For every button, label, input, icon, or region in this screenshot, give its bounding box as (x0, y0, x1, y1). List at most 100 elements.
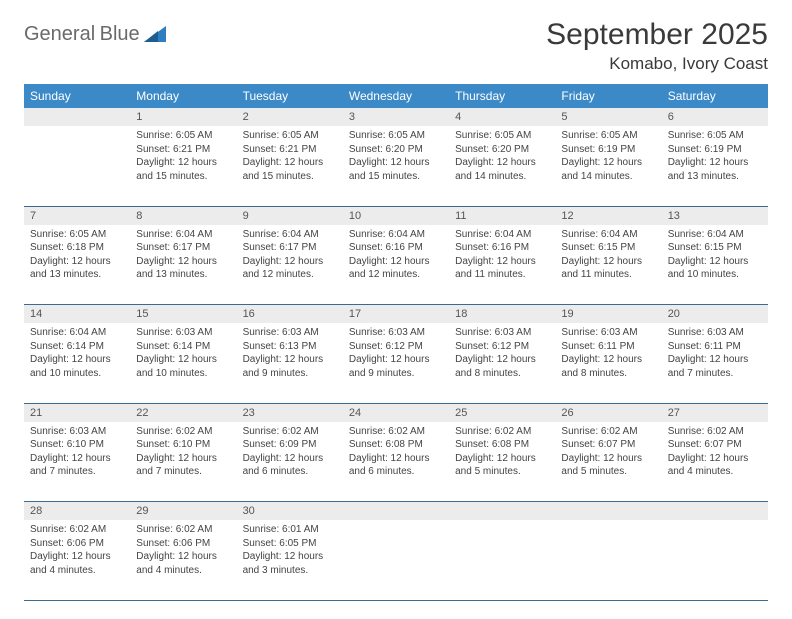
daylight-line: Daylight: 12 hours and 9 minutes. (349, 353, 443, 380)
day-cell: Sunrise: 6:01 AMSunset: 6:05 PMDaylight:… (237, 520, 343, 600)
sunset-line: Sunset: 6:19 PM (668, 143, 762, 157)
calendar-table: SundayMondayTuesdayWednesdayThursdayFrid… (24, 84, 768, 601)
day-cell: Sunrise: 6:05 AMSunset: 6:19 PMDaylight:… (555, 126, 661, 206)
day-cell-content: Sunrise: 6:02 AMSunset: 6:06 PMDaylight:… (130, 520, 236, 583)
day-number-row: 21222324252627 (24, 403, 768, 422)
day-cell-content: Sunrise: 6:03 AMSunset: 6:14 PMDaylight:… (130, 323, 236, 386)
sunset-line: Sunset: 6:09 PM (243, 438, 337, 452)
day-cell: Sunrise: 6:05 AMSunset: 6:20 PMDaylight:… (449, 126, 555, 206)
sunrise-line: Sunrise: 6:02 AM (668, 425, 762, 439)
daylight-line: Daylight: 12 hours and 15 minutes. (243, 156, 337, 183)
day-number-cell: 6 (662, 108, 768, 126)
day-cell: Sunrise: 6:04 AMSunset: 6:16 PMDaylight:… (343, 225, 449, 305)
day-number-cell: 1 (130, 108, 236, 126)
sunrise-line: Sunrise: 6:02 AM (30, 523, 124, 537)
day-cell-content: Sunrise: 6:05 AMSunset: 6:20 PMDaylight:… (343, 126, 449, 189)
day-number-cell: 28 (24, 502, 130, 521)
day-cell-content: Sunrise: 6:05 AMSunset: 6:19 PMDaylight:… (662, 126, 768, 189)
sunset-line: Sunset: 6:13 PM (243, 340, 337, 354)
sunrise-line: Sunrise: 6:05 AM (30, 228, 124, 242)
day-content-row: Sunrise: 6:03 AMSunset: 6:10 PMDaylight:… (24, 422, 768, 502)
day-cell-content: Sunrise: 6:02 AMSunset: 6:07 PMDaylight:… (555, 422, 661, 485)
daylight-line: Daylight: 12 hours and 7 minutes. (30, 452, 124, 479)
daylight-line: Daylight: 12 hours and 3 minutes. (243, 550, 337, 577)
sunrise-line: Sunrise: 6:01 AM (243, 523, 337, 537)
day-cell-content: Sunrise: 6:03 AMSunset: 6:12 PMDaylight:… (449, 323, 555, 386)
daylight-line: Daylight: 12 hours and 14 minutes. (561, 156, 655, 183)
sunrise-line: Sunrise: 6:05 AM (561, 129, 655, 143)
day-cell-content: Sunrise: 6:04 AMSunset: 6:15 PMDaylight:… (662, 225, 768, 288)
sunrise-line: Sunrise: 6:03 AM (30, 425, 124, 439)
day-number-cell: 8 (130, 206, 236, 225)
weekday-header-row: SundayMondayTuesdayWednesdayThursdayFrid… (24, 84, 768, 108)
day-cell-content: Sunrise: 6:01 AMSunset: 6:05 PMDaylight:… (237, 520, 343, 583)
day-cell-content: Sunrise: 6:03 AMSunset: 6:12 PMDaylight:… (343, 323, 449, 386)
logo: General Blue (24, 18, 170, 51)
day-number-cell: 26 (555, 403, 661, 422)
day-cell: Sunrise: 6:05 AMSunset: 6:18 PMDaylight:… (24, 225, 130, 305)
day-cell-content: Sunrise: 6:03 AMSunset: 6:13 PMDaylight:… (237, 323, 343, 386)
sunrise-line: Sunrise: 6:04 AM (455, 228, 549, 242)
daylight-line: Daylight: 12 hours and 4 minutes. (668, 452, 762, 479)
sunrise-line: Sunrise: 6:04 AM (668, 228, 762, 242)
day-cell: Sunrise: 6:02 AMSunset: 6:06 PMDaylight:… (24, 520, 130, 600)
daylight-line: Daylight: 12 hours and 7 minutes. (136, 452, 230, 479)
sunrise-line: Sunrise: 6:05 AM (455, 129, 549, 143)
day-number-cell: 9 (237, 206, 343, 225)
sunset-line: Sunset: 6:06 PM (30, 537, 124, 551)
day-cell (662, 520, 768, 600)
day-cell-content: Sunrise: 6:03 AMSunset: 6:11 PMDaylight:… (555, 323, 661, 386)
day-cell: Sunrise: 6:02 AMSunset: 6:06 PMDaylight:… (130, 520, 236, 600)
daylight-line: Daylight: 12 hours and 9 minutes. (243, 353, 337, 380)
day-cell-content: Sunrise: 6:04 AMSunset: 6:14 PMDaylight:… (24, 323, 130, 386)
day-number-cell: 11 (449, 206, 555, 225)
sunrise-line: Sunrise: 6:03 AM (455, 326, 549, 340)
sunset-line: Sunset: 6:17 PM (243, 241, 337, 255)
triangle-icon (144, 24, 170, 51)
day-number-cell: 16 (237, 305, 343, 324)
day-cell (24, 126, 130, 206)
weekday-header: Monday (130, 84, 236, 108)
sunrise-line: Sunrise: 6:04 AM (349, 228, 443, 242)
day-cell-content: Sunrise: 6:05 AMSunset: 6:21 PMDaylight:… (130, 126, 236, 189)
day-cell: Sunrise: 6:02 AMSunset: 6:09 PMDaylight:… (237, 422, 343, 502)
daylight-line: Daylight: 12 hours and 6 minutes. (243, 452, 337, 479)
sunset-line: Sunset: 6:12 PM (455, 340, 549, 354)
daylight-line: Daylight: 12 hours and 15 minutes. (136, 156, 230, 183)
sunset-line: Sunset: 6:11 PM (668, 340, 762, 354)
sunrise-line: Sunrise: 6:02 AM (136, 425, 230, 439)
day-number-cell: 2 (237, 108, 343, 126)
day-number-row: 14151617181920 (24, 305, 768, 324)
weekday-header: Wednesday (343, 84, 449, 108)
day-cell-content: Sunrise: 6:04 AMSunset: 6:15 PMDaylight:… (555, 225, 661, 288)
sunset-line: Sunset: 6:20 PM (455, 143, 549, 157)
day-cell: Sunrise: 6:03 AMSunset: 6:12 PMDaylight:… (343, 323, 449, 403)
day-cell-content: Sunrise: 6:04 AMSunset: 6:17 PMDaylight:… (130, 225, 236, 288)
day-content-row: Sunrise: 6:02 AMSunset: 6:06 PM Daylight:… (24, 520, 768, 600)
day-cell: Sunrise: 6:02 AMSunset: 6:07 PMDaylight:… (662, 422, 768, 502)
sunrise-line: Sunrise: 6:02 AM (349, 425, 443, 439)
sunrise-line: Sunrise: 6:03 AM (668, 326, 762, 340)
day-content-row: Sunrise: 6:05 AMSunset: 6:21 PMDaylight:… (24, 126, 768, 206)
sunset-line: Sunset: 6:08 PM (455, 438, 549, 452)
day-number-cell: 5 (555, 108, 661, 126)
day-cell: Sunrise: 6:02 AMSunset: 6:07 PMDaylight:… (555, 422, 661, 502)
sunset-line: Sunset: 6:15 PM (561, 241, 655, 255)
sunset-line: Sunset: 6:16 PM (349, 241, 443, 255)
day-cell: Sunrise: 6:02 AMSunset: 6:08 PMDaylight:… (449, 422, 555, 502)
day-number-cell: 21 (24, 403, 130, 422)
day-cell-content: Sunrise: 6:02 AMSunset: 6:09 PMDaylight:… (237, 422, 343, 485)
sunrise-line: Sunrise: 6:02 AM (455, 425, 549, 439)
sunrise-line: Sunrise: 6:05 AM (136, 129, 230, 143)
sunrise-line: Sunrise: 6:02 AM (243, 425, 337, 439)
sunset-line: Sunset: 6:10 PM (136, 438, 230, 452)
day-number-cell: 22 (130, 403, 236, 422)
daylight-line: Daylight: 12 hours and 15 minutes. (349, 156, 443, 183)
day-content-row: Sunrise: 6:05 AMSunset: 6:18 PMDaylight:… (24, 225, 768, 305)
day-cell-content: Sunrise: 6:03 AMSunset: 6:10 PMDaylight:… (24, 422, 130, 485)
day-cell-content: Sunrise: 6:05 AMSunset: 6:21 PMDaylight:… (237, 126, 343, 189)
weekday-header: Saturday (662, 84, 768, 108)
day-cell: Sunrise: 6:03 AMSunset: 6:11 PMDaylight:… (662, 323, 768, 403)
day-cell: Sunrise: 6:05 AMSunset: 6:21 PMDaylight:… (237, 126, 343, 206)
day-cell: Sunrise: 6:04 AMSunset: 6:14 PMDaylight:… (24, 323, 130, 403)
